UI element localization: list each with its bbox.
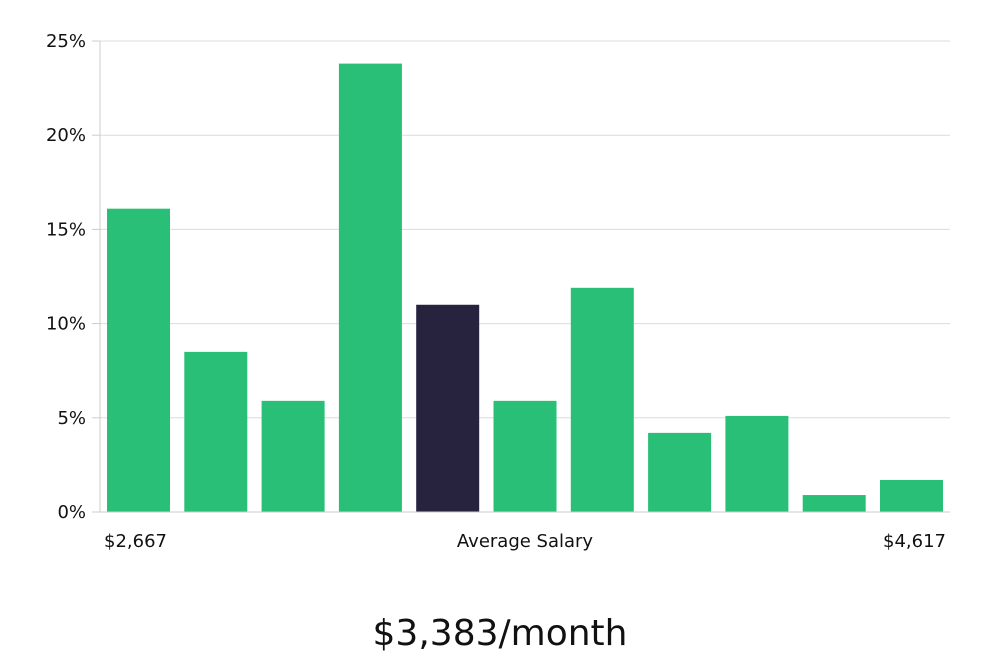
bar	[493, 400, 557, 512]
bar	[570, 287, 634, 512]
y-axis-ticks: 0% 5% 10% 15% 20% 25%	[46, 31, 100, 523]
bar	[261, 400, 325, 512]
bar	[725, 415, 789, 512]
bar	[648, 432, 712, 512]
average-salary-value: $3,383/month	[372, 613, 628, 654]
bar	[107, 208, 170, 512]
x-axis-title: Average Salary	[457, 531, 594, 552]
x-axis-max-label: $4,617	[883, 531, 946, 552]
bar	[802, 495, 866, 512]
y-tick-label: 0%	[57, 502, 86, 523]
bars	[107, 63, 943, 512]
x-axis-min-label: $2,667	[104, 531, 167, 552]
y-tick-label: 15%	[46, 219, 86, 240]
bar	[338, 63, 402, 512]
bar-average-highlight	[416, 304, 480, 512]
y-tick-label: 25%	[46, 31, 86, 52]
y-tick-label: 20%	[46, 125, 86, 146]
bar	[184, 351, 248, 512]
bar	[880, 479, 943, 512]
y-tick-label: 5%	[57, 408, 86, 429]
salary-distribution-chart: 0% 5% 10% 15% 20% 25% $2,667 Average Salary $…	[46, 31, 950, 552]
gridlines	[100, 40, 950, 419]
y-tick-label: 10%	[46, 314, 86, 335]
